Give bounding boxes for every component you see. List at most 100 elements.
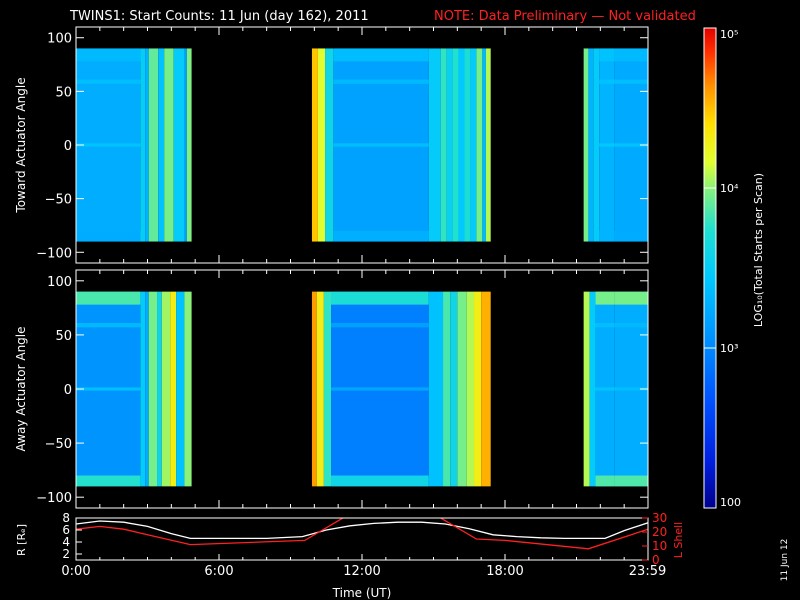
colorbar-label: LOG₁₀(Total Starts per Scan): [752, 173, 765, 327]
colorbar-tick-label: 10⁵: [720, 28, 738, 41]
heatmap-segment: [446, 48, 453, 242]
heatmap-edge-band: [595, 475, 615, 487]
away-heatmap: [76, 291, 648, 487]
heatmap-segment: [323, 291, 332, 487]
heatmap-segment: [428, 291, 444, 487]
heatmap-segment: [140, 48, 146, 242]
heatmap-edge-band: [76, 291, 141, 305]
heatmap-segment: [443, 291, 451, 487]
r-tick-label: 2: [62, 547, 70, 561]
heatmap-segment: [311, 291, 317, 487]
heatmap-edge-band: [331, 475, 429, 487]
y-tick-label: 50: [55, 85, 72, 100]
colorbar-tick-label: 10³: [720, 342, 738, 355]
away-y-axis-label: Away Actuator Angle: [14, 326, 28, 451]
heatmap-segment: [588, 48, 594, 242]
heatmap-line: [614, 79, 648, 84]
y-tick-label: −100: [36, 246, 72, 261]
l-shell-tick-label: 10: [652, 539, 667, 553]
heatmap-segment: [470, 48, 477, 242]
away-x-ticks: [75, 270, 649, 508]
heatmap-edge-band: [331, 291, 429, 305]
toward-angle-panel: 100 50 0 −50 −100 Toward Actuator Angle: [14, 26, 649, 264]
l-shell-tick-label: 30: [652, 511, 667, 525]
heatmap-edge-band: [614, 48, 648, 62]
toward-heatmap: [76, 48, 648, 242]
y-tick-label: 0: [64, 383, 72, 398]
heatmap-segment: [485, 48, 491, 242]
heatmap-segment: [158, 48, 165, 242]
heatmap-segment: [145, 48, 149, 242]
toward-x-ticks: [75, 27, 649, 263]
toward-y-axis: 100 50 0 −50 −100: [36, 32, 648, 261]
heatmap-segment: [457, 291, 467, 487]
heatmap-edge-band: [333, 48, 429, 62]
heatmap-zero-line: [595, 387, 615, 391]
y-tick-label: −50: [45, 193, 72, 208]
x-tick-label: 6:00: [204, 564, 233, 579]
heatmap-segment: [148, 291, 158, 487]
y-tick-label: 100: [47, 275, 72, 290]
away-y-axis: 100 50 0 −50 −100: [36, 275, 648, 506]
colorbar-tick-label: 100: [720, 496, 741, 509]
heatmap-segment: [325, 48, 334, 242]
heatmap-segment: [466, 291, 475, 487]
heatmap-segment: [428, 48, 441, 242]
heatmap-segment: [184, 291, 192, 487]
colorbar-tick-label: 10⁴: [720, 182, 739, 195]
heatmap-line: [614, 323, 648, 328]
toward-y-axis-label: Toward Actuator Angle: [14, 77, 28, 213]
r-axis-label: R [Rₑ]: [15, 524, 28, 556]
x-tick-label: 23:59: [629, 564, 666, 579]
heatmap-line: [333, 79, 429, 84]
heatmap-segment: [186, 48, 192, 242]
r-series-line: [76, 520, 648, 540]
heatmap-edge-band: [333, 230, 429, 242]
heatmap-zero-line: [614, 387, 648, 391]
x-tick-label: 18:00: [486, 564, 523, 579]
heatmap-segment: [583, 291, 590, 487]
y-tick-label: −50: [45, 437, 72, 452]
heatmap-edge-band: [595, 291, 615, 305]
heatmap-line: [76, 79, 141, 84]
x-tick-label: 0:00: [61, 564, 90, 579]
heatmap-edge-band: [76, 230, 141, 242]
r-tick-label: 4: [62, 535, 70, 549]
heatmap-edge-band: [599, 230, 615, 242]
heatmap-segment: [593, 48, 600, 242]
heatmap-edge-band: [614, 475, 648, 487]
heatmap-segment: [458, 48, 465, 242]
l-shell-axis-label: L Shell: [672, 522, 685, 558]
heatmap-segment: [140, 291, 146, 487]
heatmap-segment: [589, 291, 596, 487]
heatmap-segment: [145, 291, 149, 487]
heatmap-segment: [173, 48, 185, 242]
heatmap-line: [76, 323, 141, 328]
r-tick-label: 6: [62, 523, 70, 537]
heatmap-segment: [440, 48, 447, 242]
heatmap-segment: [452, 48, 459, 242]
y-tick-label: −100: [36, 491, 72, 506]
heatmap-segment: [157, 291, 162, 487]
heatmap-edge-band: [76, 48, 141, 62]
heatmap-segment: [184, 48, 187, 242]
y-tick-label: 50: [55, 329, 72, 344]
colorbar-gradient: [703, 27, 717, 509]
heatmap-segment: [476, 48, 483, 242]
colorbar: 10⁵ 10⁴ 10³ 100 LOG₁₀(Total Starts per Scan…: [703, 27, 765, 509]
heatmap-segment: [161, 291, 171, 487]
heatmap-edge-band: [76, 475, 141, 487]
heatmap-segment: [148, 48, 159, 242]
date-stamp: 11 Jun 12: [780, 539, 790, 582]
heatmap-zero-line: [76, 387, 141, 391]
heatmap-segment: [317, 48, 326, 242]
heatmap-line: [599, 79, 615, 84]
heatmap-zero-line: [333, 143, 429, 147]
heatmap-segment: [450, 291, 458, 487]
heatmap-edge-band: [599, 48, 615, 62]
colorbar-ticks: 10⁵ 10⁴ 10³ 100: [704, 27, 741, 509]
l-shell-tick-label: 20: [652, 525, 667, 539]
heatmap-segment: [583, 48, 589, 242]
heatmap-segment: [474, 291, 482, 487]
